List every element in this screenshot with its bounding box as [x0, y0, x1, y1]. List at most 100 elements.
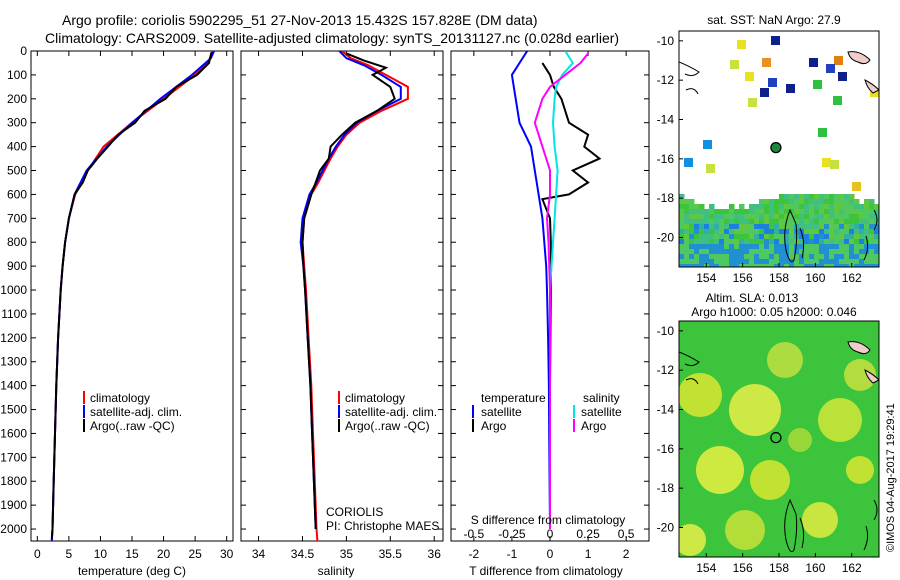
sst-pixel	[689, 229, 695, 235]
x-tick-label: 25	[188, 547, 202, 561]
sst-pixel	[804, 249, 810, 255]
sst-pixel	[684, 158, 693, 167]
sst-pixel	[706, 164, 715, 173]
sst-pixel	[754, 264, 760, 267]
sst-pixel	[824, 204, 830, 210]
sst-pixel	[684, 229, 690, 235]
sst-pixel	[814, 259, 820, 265]
sst-pixel	[814, 224, 820, 230]
difference-panel: -2 -1 0 1 2 -0.5 -0.25 0 0.25 0.5 T difference f…	[450, 50, 650, 578]
sst-pixel	[784, 199, 790, 205]
sst-pixel	[734, 259, 740, 265]
sst-pixel	[829, 199, 835, 205]
y-tick-label: 1800	[0, 474, 27, 488]
sst-pixel	[774, 214, 780, 220]
sst-pixel	[714, 259, 720, 265]
sst-pixel	[745, 72, 754, 81]
sst-pixel	[699, 204, 705, 210]
sst-pixel	[789, 264, 795, 267]
sla-map-axes: 154 156 158 160 162 -10 -12 -14 -16 -18 -20	[657, 324, 862, 575]
sst-pixel	[804, 194, 810, 200]
sst-pixel	[869, 224, 875, 230]
sst-pixel	[724, 249, 730, 255]
sst-pixel	[699, 239, 705, 245]
sst-pixel	[869, 259, 875, 265]
sst-pixel	[819, 239, 825, 245]
sst-pixel	[859, 219, 865, 225]
sst-pixel	[699, 219, 705, 225]
sst-pixel	[864, 209, 870, 215]
sst-pixel	[744, 249, 750, 255]
sst-pixel	[704, 219, 710, 225]
sst-pixel	[869, 244, 875, 250]
sst-pixel	[694, 219, 700, 225]
sst-pixel	[819, 224, 825, 230]
sst-pixel	[824, 224, 830, 230]
sst-pixel	[764, 259, 770, 265]
sst-pixel	[789, 249, 795, 255]
sst-pixel	[759, 214, 765, 220]
sst-pixel	[844, 204, 850, 210]
sst-pixel	[849, 224, 855, 230]
sst-pixel	[734, 239, 740, 245]
sst-pixel	[689, 244, 695, 250]
sst-pixel	[819, 209, 825, 215]
sst-pixel	[679, 259, 685, 265]
sst-map: sat. SST: NaN Argo: 27.9 154 156 158 160 162…	[657, 13, 880, 285]
x-tick-label: -1	[507, 547, 518, 561]
map-x-tick-label: 154	[696, 271, 716, 285]
sst-pixel	[824, 214, 830, 220]
sst-pixel	[789, 224, 795, 230]
sst-pixel	[834, 244, 840, 250]
island	[847, 51, 871, 65]
sst-pixel	[819, 234, 825, 240]
sst-pixel	[734, 209, 740, 215]
sla-map-title-2: Argo h1000: 0.05 h2000: 0.046	[691, 305, 857, 319]
sst-pixel	[704, 249, 710, 255]
sst-pixel	[809, 199, 815, 205]
sst-pixel	[814, 209, 820, 215]
sst-pixel	[799, 204, 805, 210]
sst-pixel	[864, 204, 870, 210]
sst-pixel	[789, 194, 795, 200]
sst-pixel	[739, 254, 745, 260]
sst-map-coastline	[679, 51, 879, 263]
sst-pixel	[709, 219, 715, 225]
sst-pixel	[799, 264, 805, 267]
sst-pixel	[854, 249, 860, 255]
legend-argo: Argo(..raw -QC)	[90, 419, 175, 433]
x-tick-label: 35	[340, 547, 354, 561]
sst-pixel	[834, 219, 840, 225]
sst-pixel	[719, 249, 725, 255]
s-tick-label: -0.5	[464, 527, 485, 541]
sst-pixel	[684, 249, 690, 255]
x-tick-label: 10	[94, 547, 108, 561]
sst-pixel	[759, 209, 765, 215]
sst-pixel	[769, 244, 775, 250]
sst-pixel	[689, 209, 695, 215]
sst-pixel	[789, 214, 795, 220]
sst-pixel	[769, 214, 775, 220]
sst-pixel	[829, 214, 835, 220]
sst-pixel	[774, 254, 780, 260]
sst-pixel	[744, 239, 750, 245]
sst-pixel	[819, 199, 825, 205]
legend-salinity-title: salinity	[583, 391, 620, 405]
sst-pixel	[704, 239, 710, 245]
sst-pixels	[679, 36, 879, 267]
sst-pixel	[729, 214, 735, 220]
sst-pixel	[729, 249, 735, 255]
sst-pixel	[874, 234, 879, 240]
sst-pixel	[739, 209, 745, 215]
sst-pixel	[809, 254, 815, 260]
sst-pixel	[764, 249, 770, 255]
sst-pixel	[822, 158, 831, 167]
sst-pixel	[779, 259, 785, 265]
sst-pixel	[834, 249, 840, 255]
sst-pixel	[834, 254, 840, 260]
sst-pixel	[744, 224, 750, 230]
sst-pixel	[819, 194, 825, 200]
sst-pixel	[794, 254, 800, 260]
sst-pixel	[719, 214, 725, 220]
sst-pixel	[844, 254, 850, 260]
